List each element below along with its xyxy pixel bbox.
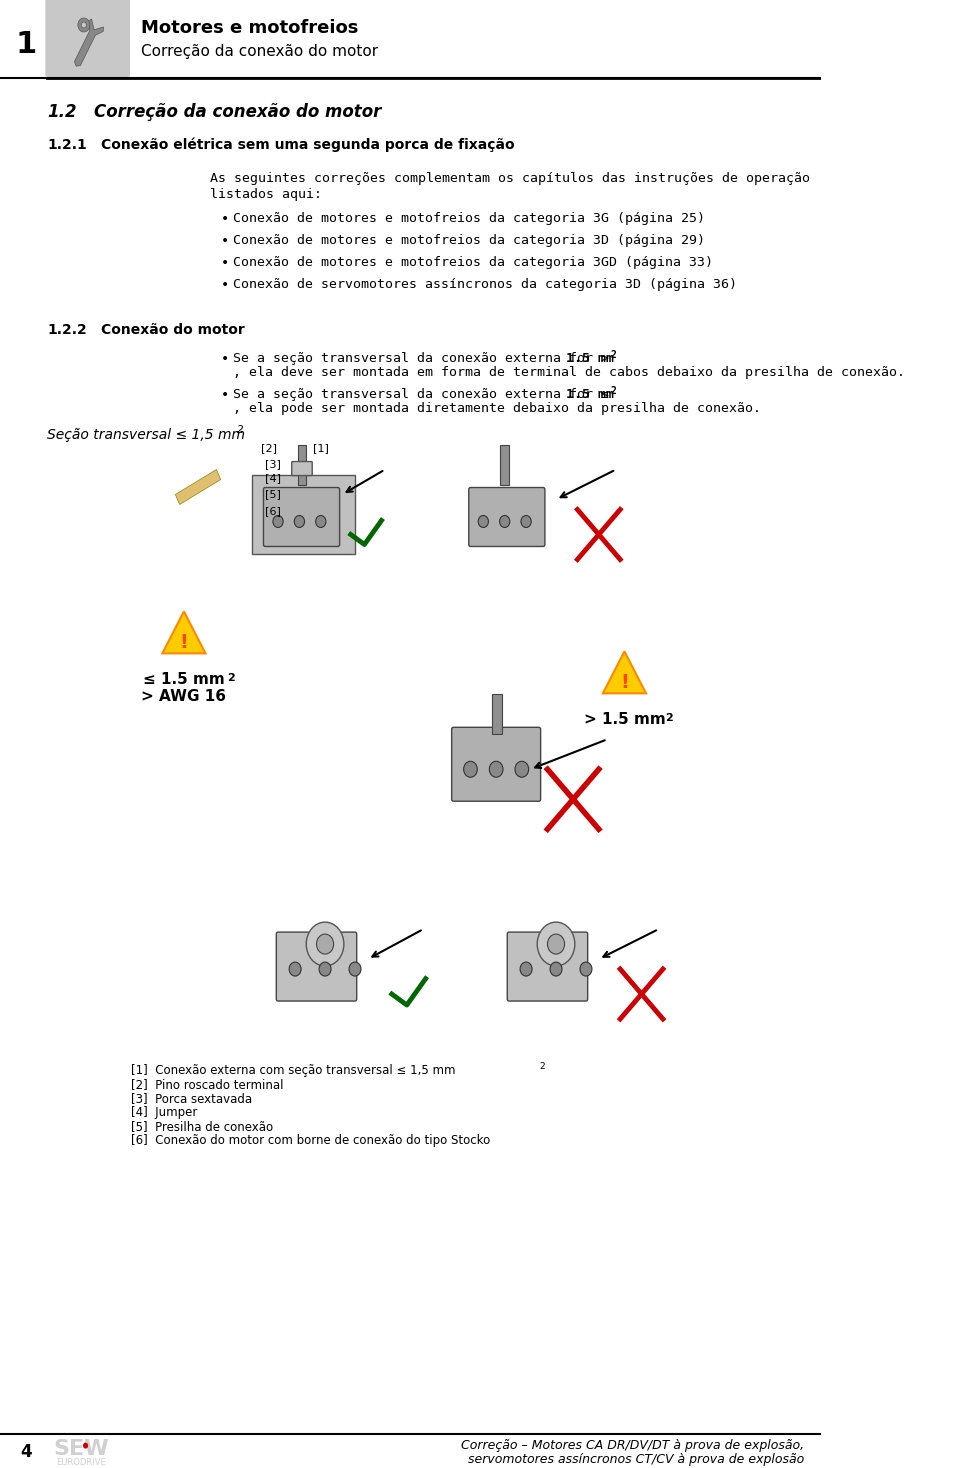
Circle shape <box>349 962 361 976</box>
FancyBboxPatch shape <box>252 474 355 555</box>
Text: [1]  Conexão externa com seção transversal ≤ 1,5 mm: [1] Conexão externa com seção transversa… <box>131 1064 455 1078</box>
Text: •: • <box>221 255 228 270</box>
Text: Correção da conexão do motor: Correção da conexão do motor <box>141 44 378 59</box>
Circle shape <box>319 962 331 976</box>
Circle shape <box>547 934 564 954</box>
Text: [3]  Porca sextavada: [3] Porca sextavada <box>131 1092 252 1105</box>
Text: As seguintes correções complementam os capítulos das instruções de operação: As seguintes correções complementam os c… <box>209 172 809 185</box>
Circle shape <box>464 762 477 777</box>
Text: Conexão do motor: Conexão do motor <box>101 323 245 336</box>
Circle shape <box>317 934 334 954</box>
Text: 2: 2 <box>611 386 616 396</box>
Circle shape <box>521 515 531 527</box>
Text: [6]: [6] <box>265 506 281 517</box>
Text: > 1.5 mm: > 1.5 mm <box>584 712 665 727</box>
Text: 1.5 mm: 1.5 mm <box>566 352 614 364</box>
Circle shape <box>515 762 529 777</box>
Text: [3]: [3] <box>265 459 281 470</box>
Text: •: • <box>221 277 228 292</box>
Text: listados aqui:: listados aqui: <box>209 188 322 201</box>
Text: •: • <box>221 388 228 402</box>
Text: Se a seção transversal da conexão externa for >: Se a seção transversal da conexão extern… <box>232 352 616 364</box>
FancyBboxPatch shape <box>276 932 357 1001</box>
Text: 1.2: 1.2 <box>47 103 77 120</box>
Text: Conexão de servomotores assíncronos da categoria 3D (página 36): Conexão de servomotores assíncronos da c… <box>232 277 736 291</box>
Text: 2: 2 <box>540 1061 545 1072</box>
Polygon shape <box>75 19 104 66</box>
Text: Conexão elétrica sem uma segunda porca de fixação: Conexão elétrica sem uma segunda porca d… <box>101 138 515 153</box>
Text: !: ! <box>180 633 188 652</box>
Text: Motores e motofreios: Motores e motofreios <box>141 19 358 37</box>
Text: •: • <box>221 233 228 248</box>
Text: 1.2.2: 1.2.2 <box>47 323 86 336</box>
Circle shape <box>289 962 301 976</box>
Text: [5]  Presilha de conexão: [5] Presilha de conexão <box>131 1120 273 1133</box>
Text: •: • <box>221 352 228 366</box>
Circle shape <box>83 1443 88 1449</box>
Bar <box>500 445 509 484</box>
Text: 1.2.1: 1.2.1 <box>47 138 86 151</box>
FancyBboxPatch shape <box>45 0 130 76</box>
Text: 2: 2 <box>228 674 235 683</box>
Circle shape <box>580 962 592 976</box>
Text: Correção da conexão do motor: Correção da conexão do motor <box>94 103 381 120</box>
Circle shape <box>306 922 344 966</box>
Circle shape <box>520 962 532 976</box>
Circle shape <box>478 515 489 527</box>
Polygon shape <box>176 470 221 505</box>
Text: [6]  Conexão do motor com borne de conexão do tipo Stocko: [6] Conexão do motor com borne de conexã… <box>131 1133 491 1147</box>
Text: 4: 4 <box>20 1443 32 1461</box>
Text: [1]: [1] <box>313 443 328 454</box>
Polygon shape <box>162 611 205 653</box>
Text: servomotores assíncronos CT/CV à prova de explosão: servomotores assíncronos CT/CV à prova d… <box>468 1453 804 1467</box>
FancyBboxPatch shape <box>451 727 540 802</box>
Text: , ela deve ser montada em forma de terminal de cabos debaixo da presilha de cone: , ela deve ser montada em forma de termi… <box>232 366 904 379</box>
Text: !: ! <box>620 672 629 691</box>
Text: SEW: SEW <box>54 1439 109 1459</box>
Text: 1: 1 <box>15 31 36 60</box>
Text: 2: 2 <box>665 713 673 724</box>
Text: , ela pode ser montada diretamente debaixo da presilha de conexão.: , ela pode ser montada diretamente debai… <box>232 402 760 414</box>
FancyBboxPatch shape <box>263 487 340 546</box>
Bar <box>298 445 306 484</box>
FancyBboxPatch shape <box>468 487 545 546</box>
Text: •: • <box>221 211 228 226</box>
Circle shape <box>550 962 562 976</box>
Circle shape <box>78 18 90 32</box>
Circle shape <box>316 515 325 527</box>
Circle shape <box>499 515 510 527</box>
Text: Conexão de motores e motofreios da categoria 3D (página 29): Conexão de motores e motofreios da categ… <box>232 233 705 247</box>
Text: Correção – Motores CA DR/DV/DT à prova de explosão,: Correção – Motores CA DR/DV/DT à prova d… <box>461 1439 804 1452</box>
Text: Conexão de motores e motofreios da categoria 3GD (página 33): Conexão de motores e motofreios da categ… <box>232 255 712 269</box>
Circle shape <box>82 22 86 28</box>
Text: > AWG 16: > AWG 16 <box>141 690 227 705</box>
Text: [2]: [2] <box>261 443 277 454</box>
FancyBboxPatch shape <box>507 932 588 1001</box>
Text: 1.5 mm: 1.5 mm <box>566 388 614 401</box>
Text: [4]  Jumper: [4] Jumper <box>131 1105 197 1119</box>
Text: EURODRIVE: EURODRIVE <box>57 1458 107 1467</box>
Text: ≤ 1.5 mm: ≤ 1.5 mm <box>143 672 225 687</box>
Text: Conexão de motores e motofreios da categoria 3G (página 25): Conexão de motores e motofreios da categ… <box>232 211 705 225</box>
Bar <box>492 694 502 734</box>
Text: Se a seção transversal da conexão externa for ≤: Se a seção transversal da conexão extern… <box>232 388 616 401</box>
Circle shape <box>538 922 575 966</box>
Text: [4]: [4] <box>265 474 281 483</box>
Text: [5]: [5] <box>265 489 281 499</box>
Circle shape <box>273 515 283 527</box>
FancyBboxPatch shape <box>292 461 312 476</box>
Text: 2: 2 <box>237 424 244 435</box>
Circle shape <box>295 515 304 527</box>
Polygon shape <box>603 652 646 693</box>
Text: Seção transversal ≤ 1,5 mm: Seção transversal ≤ 1,5 mm <box>47 427 245 442</box>
Text: 2: 2 <box>611 349 616 360</box>
Circle shape <box>490 762 503 777</box>
Text: [2]  Pino roscado terminal: [2] Pino roscado terminal <box>131 1078 283 1091</box>
